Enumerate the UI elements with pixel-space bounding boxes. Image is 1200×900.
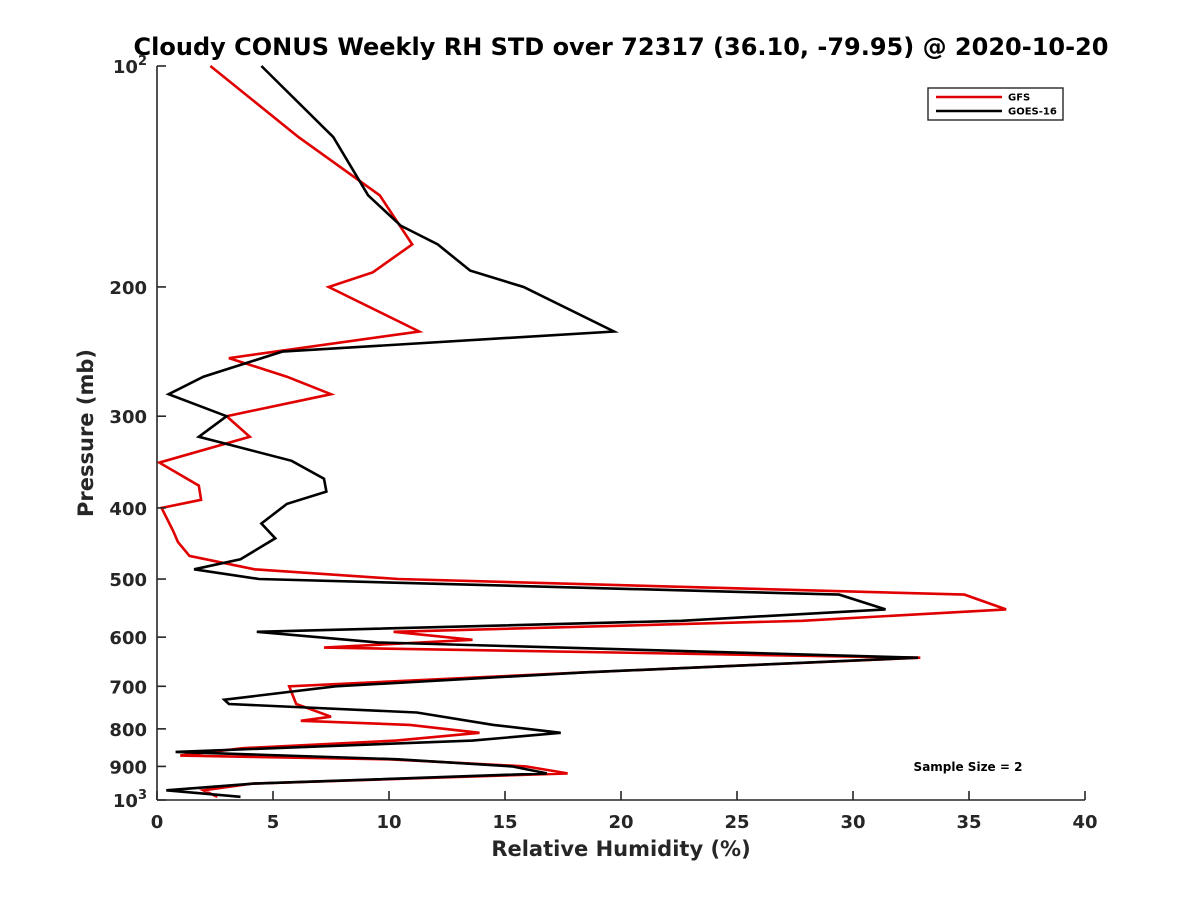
legend-label: GFS [1008,93,1030,104]
y-tick-label: 800 [109,720,147,741]
x-tick-label: 30 [840,812,865,833]
series-line-gfs [156,64,1007,798]
y-tick-label: 500 [109,570,147,591]
x-tick-label: 15 [492,812,517,833]
sample-size-annotation: Sample Size = 2 [914,760,1023,774]
legend-box [927,87,1064,121]
y-tick-label: 700 [109,677,147,698]
series-line-goes-16 [165,65,919,799]
y-tick-label: 102 [113,54,147,78]
y-axis-label: Pressure (mb) [74,349,98,517]
x-tick-label: 20 [608,812,633,833]
legend: GFS GOES-16 [927,87,1064,121]
chart-title: Cloudy CONUS Weekly RH STD over 72317 (3… [134,33,1109,61]
y-tick-label: 103 [113,788,147,812]
x-tick-label: 10 [376,812,401,833]
x-tick-label: 35 [956,812,981,833]
y-tick-label: 600 [109,628,147,649]
x-tick-label: 25 [724,812,749,833]
x-axis-label: Relative Humidity (%) [491,837,750,861]
y-tick-label: 200 [109,278,147,299]
y-tick-label: 900 [109,757,147,778]
plot-area: 0 5 10 15 20 25 30 35 40 102 200 300 400 500 600 700 800… [109,54,1097,833]
y-tick-label: 400 [109,499,147,520]
x-tick-label: 40 [1072,812,1097,833]
x-tick-label: 0 [151,812,164,833]
x-tick-label: 5 [267,812,280,833]
legend-label: GOES-16 [1008,107,1057,118]
y-tick-label: 300 [109,407,147,428]
